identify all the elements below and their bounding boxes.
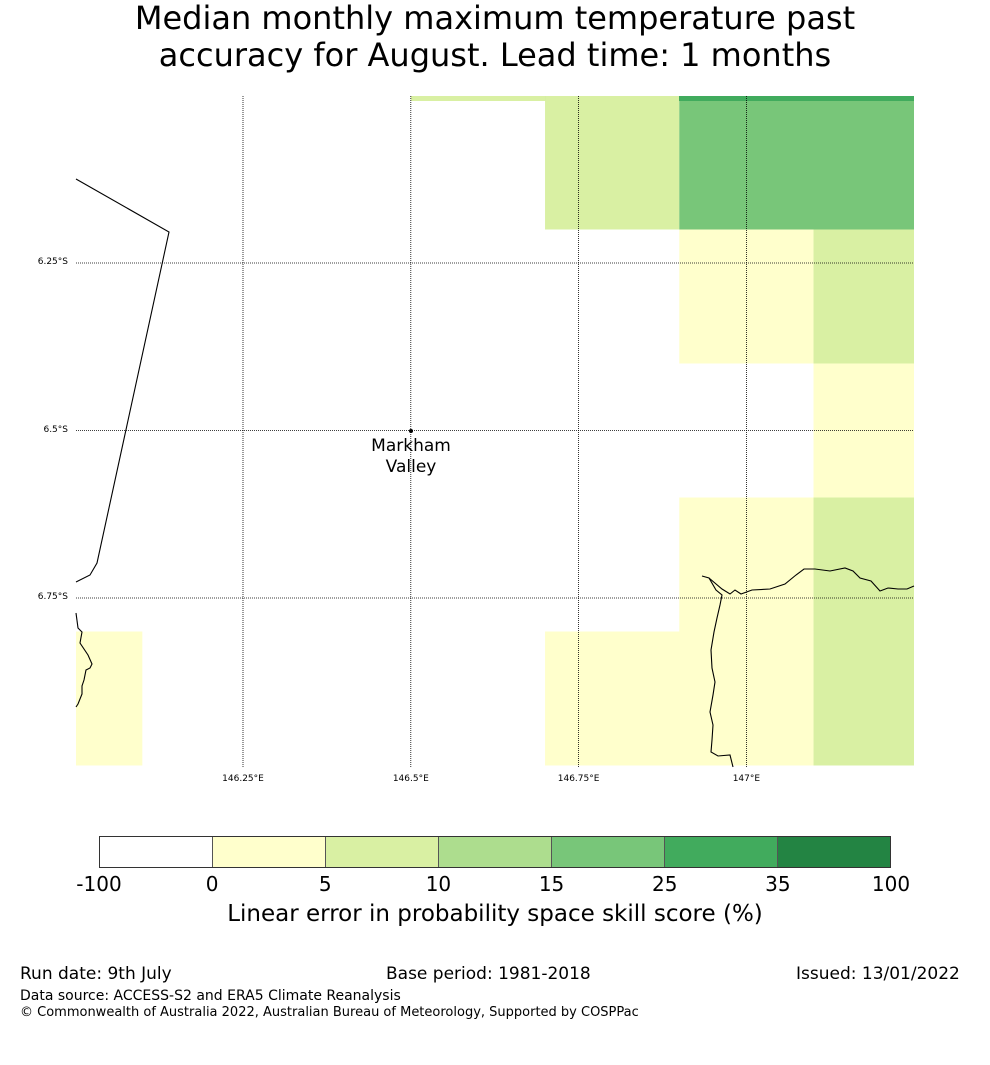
colorbar-segment [552, 837, 665, 867]
skill-cell-edge [679, 96, 914, 101]
title-line-2: accuracy for August. Lead time: 1 months [158, 36, 832, 74]
colorbar-segment [326, 837, 439, 867]
colorbar-segment [665, 837, 778, 867]
issued-date: Issued: 13/01/2022 [796, 964, 960, 984]
place-label: Markham Valley [351, 436, 471, 478]
colorbar-tick-label: 100 [871, 872, 911, 896]
colorbar-tick-label: 10 [425, 872, 452, 896]
colorbar-segment [439, 837, 552, 867]
colorbar-tick-label: 25 [651, 872, 678, 896]
run-date: Run date: 9th July [20, 964, 172, 984]
skill-cell [813, 229, 914, 364]
skill-cell [410, 96, 546, 101]
latitude-label: 6.5°S [43, 424, 68, 435]
colorbar-tick-label: 35 [765, 872, 791, 896]
longitude-label: 146.5°E [392, 774, 429, 784]
place-label-line-2: Valley [385, 457, 437, 477]
colorbar-segment [213, 837, 326, 867]
coastline-east [701, 575, 734, 768]
colorbar-tick-label: 0 [205, 872, 219, 896]
graticule [76, 96, 914, 767]
map-canvas [75, 96, 915, 768]
data-source: Data source: ACCESS-S2 and ERA5 Climate … [20, 988, 401, 1004]
coastline-east-river [708, 567, 915, 595]
coastline-west [75, 178, 170, 583]
skill-cell [679, 96, 914, 230]
colorbar [99, 836, 891, 868]
skill-cells [76, 96, 914, 766]
skill-cell [545, 96, 680, 230]
longitude-label: 147°E [732, 774, 761, 784]
latitude-label: 6.75°S [37, 592, 68, 602]
copyright: © Commonwealth of Australia 2022, Austra… [20, 1005, 639, 1020]
place-label-line-1: Markham [371, 436, 451, 456]
coastline-southwest [75, 612, 93, 708]
longitude-label: 146.25°E [222, 774, 264, 784]
title-line-1: Median monthly maximum temperature past [134, 0, 856, 37]
longitude-label: 146.75°E [557, 774, 600, 784]
colorbar-tick-label: -100 [76, 872, 122, 896]
skill-cell [813, 497, 914, 766]
colorbar-segment [100, 837, 213, 867]
colorbar-tick-label: 15 [538, 872, 565, 896]
chart-title: Median monthly maximum temperature past … [0, 0, 990, 74]
base-period: Base period: 1981-2018 [386, 964, 591, 984]
place-marker [409, 429, 413, 433]
colorbar-label: Linear error in probability space skill … [227, 901, 763, 927]
skill-cell [545, 631, 814, 766]
colorbar-tick-label: 5 [318, 872, 332, 896]
colorbar-segment [778, 837, 890, 867]
latitude-label: 6.25°S [37, 257, 68, 267]
